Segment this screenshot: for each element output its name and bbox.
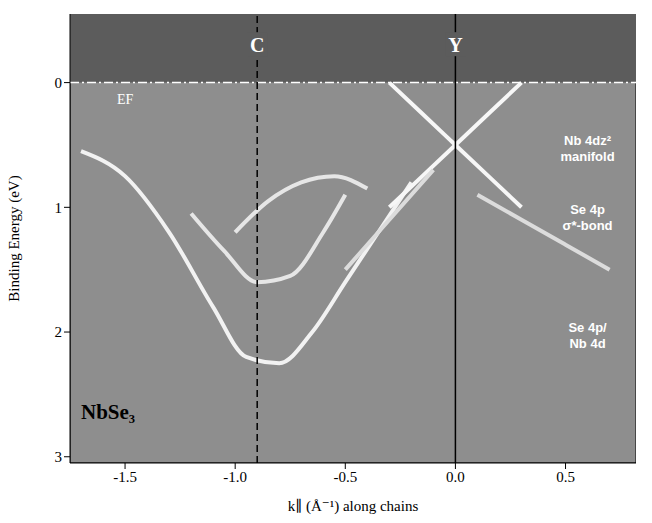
svg-text:Se 4p/Nb 4d: Se 4p/Nb 4d <box>568 320 607 351</box>
svg-text:k∥ (Å⁻¹) along chains: k∥ (Å⁻¹) along chains <box>288 498 419 515</box>
svg-text:EF: EF <box>117 92 134 107</box>
svg-text:3: 3 <box>55 449 63 465</box>
svg-text:0.5: 0.5 <box>556 469 575 485</box>
svg-text:Binding Energy (eV): Binding Energy (eV) <box>6 175 23 301</box>
svg-text:-1.5: -1.5 <box>113 469 137 485</box>
svg-text:C: C <box>250 34 264 56</box>
svg-text:1: 1 <box>55 200 63 216</box>
svg-text:-0.5: -0.5 <box>333 469 357 485</box>
svg-text:2: 2 <box>55 324 63 340</box>
svg-text:Se 4pσ*-bond: Se 4pσ*-bond <box>563 202 613 233</box>
svg-text:0: 0 <box>55 75 63 91</box>
svg-text:Y: Y <box>448 34 463 56</box>
svg-text:-1.0: -1.0 <box>223 469 247 485</box>
svg-text:NbSe₃: NbSe₃ <box>81 400 135 424</box>
svg-text:0.0: 0.0 <box>446 469 465 485</box>
svg-text:Nb 4dz²manifold: Nb 4dz²manifold <box>560 133 614 164</box>
